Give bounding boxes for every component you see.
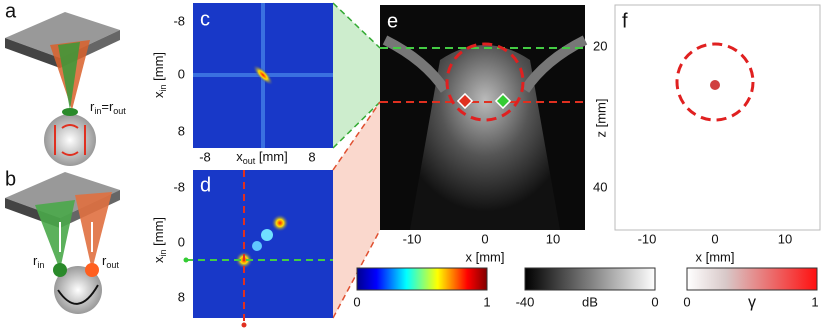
beam-in (35, 200, 75, 270)
label-part: x (151, 91, 166, 98)
x-tick-label: 0 (481, 231, 488, 246)
transducer-side (5, 38, 60, 68)
y-tick-label: -8 (173, 13, 185, 28)
connector-green (333, 3, 380, 148)
x-tick-label: -8 (199, 149, 211, 164)
panel-letter: b (5, 168, 16, 190)
panel-b: b rin rout (5, 168, 120, 314)
colorbar-min: 0 (683, 294, 690, 309)
panel-letter: f (622, 10, 628, 32)
label-part: in (37, 260, 44, 270)
colorbar (686, 267, 818, 291)
x-tick-label: 10 (546, 231, 560, 246)
x-axis-label: xout [mm] (236, 149, 288, 166)
x-tick-label: -10 (403, 231, 422, 246)
x-axis-label: x [mm] (696, 249, 735, 264)
label-part: [mm] (151, 52, 166, 85)
image-peak (710, 80, 720, 90)
y-tick-label: -8 (173, 179, 185, 194)
colorbar-max: 0 (651, 294, 658, 309)
colorbar-min: -40 (516, 294, 535, 309)
label-part: x (236, 149, 243, 164)
label-part: in (158, 84, 168, 91)
label-part: r (102, 253, 107, 268)
heatmap-peak (252, 64, 274, 86)
image-content (382, 35, 588, 93)
marker (241, 322, 247, 328)
y-tick-label: 40 (593, 179, 607, 194)
x-tick-label: 10 (778, 231, 792, 246)
focus (62, 108, 78, 116)
panel-e: e 20 40 -10 0 10 x [mm] (380, 5, 607, 264)
connector-red (333, 102, 380, 318)
panel-f: f z [mm] -10 0 10 x [mm] (593, 4, 821, 264)
panel-letter: a (5, 0, 17, 22)
r-out-label: rout (102, 253, 119, 270)
y-tick-label: 8 (178, 123, 185, 138)
y-tick-label: 0 (178, 66, 185, 81)
label-part: in (158, 249, 168, 256)
image (614, 4, 821, 231)
colorbar (524, 267, 656, 291)
colorbar (356, 267, 488, 291)
label-part: r (90, 99, 95, 114)
beam-in (58, 42, 80, 110)
transducer-array (5, 12, 120, 58)
y-tick-label: 0 (178, 234, 185, 249)
focus-out (85, 263, 99, 277)
panel-d: d -8 0 8 xin [mm] (151, 170, 333, 328)
y-axis-label: xin [mm] (151, 52, 168, 98)
y-axis-label: z [mm] (593, 99, 608, 138)
label-part: out (106, 260, 119, 270)
panel-letter: c (200, 8, 210, 30)
arrows (54, 124, 86, 156)
dashed-circle (675, 42, 755, 122)
x-tick-label: -10 (638, 231, 657, 246)
x-axis-label: x [mm] (466, 249, 505, 264)
connector-line (332, 2, 381, 149)
label-part: [mm] (255, 149, 288, 164)
heatmap-spot (252, 241, 262, 251)
y-tick-label: 8 (178, 289, 185, 304)
x-tick-label: 8 (308, 149, 315, 164)
colorbar-max: 1 (811, 294, 818, 309)
label-part: out (113, 106, 126, 116)
equal-label: rin=rout (90, 99, 126, 116)
colorbar-min: 0 (353, 294, 360, 309)
colorbars: 0 1 -40 dB 0 0 γ 1 (353, 267, 819, 311)
heatmap-spot (271, 214, 289, 232)
marker (456, 92, 474, 110)
marker (183, 257, 189, 263)
colorbar-label: γ (748, 294, 756, 311)
heatmap (193, 170, 333, 318)
panel-letter: e (387, 10, 398, 32)
marker (494, 92, 512, 110)
label-part: [mm] (151, 217, 166, 250)
label-part: =r (101, 99, 114, 114)
panel-c: c -8 0 8 xin [mm] -8 8 xout [mm] (151, 3, 333, 166)
panel-letter: d (200, 174, 211, 196)
r-in-label: rin (33, 253, 44, 270)
y-axis-label: xin [mm] (151, 217, 168, 263)
connector-line (332, 101, 381, 319)
beam-out (75, 192, 112, 270)
label-part: x (151, 256, 166, 263)
label-part: r (33, 253, 38, 268)
scatterer (54, 266, 102, 314)
colorbar-max: 1 (483, 294, 490, 309)
panel-a: a rin=rout (5, 0, 126, 166)
arrow (57, 284, 99, 305)
label-part: in (94, 106, 101, 116)
dashed-circle (445, 42, 525, 122)
focus-in (53, 263, 67, 277)
heatmap-spot (261, 229, 273, 241)
transducer-array (5, 172, 120, 218)
colorbar-label: dB (582, 294, 598, 309)
label-part: out (243, 156, 256, 166)
x-tick-label: 0 (711, 231, 718, 246)
scatterer (44, 114, 96, 166)
y-tick-label: 20 (593, 38, 607, 53)
